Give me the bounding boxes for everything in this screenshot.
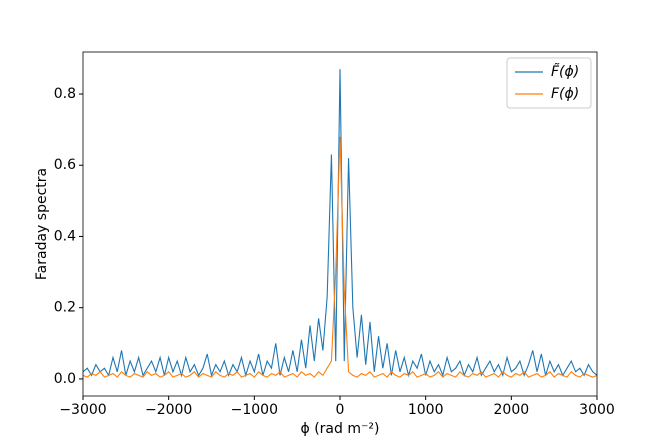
line-series: [82, 136, 598, 378]
y-tick-label: 0.0: [54, 371, 76, 387]
legend-box: [506, 57, 592, 109]
legend-label: F̃(ϕ): [551, 63, 579, 80]
x-tick-label: −1000: [231, 402, 278, 418]
plot-frame: [82, 51, 598, 397]
line-series: [82, 69, 598, 378]
y-tick-label: 0.4: [54, 228, 76, 244]
y-tick-label: 0.6: [54, 157, 76, 173]
legend-label: F(ϕ): [551, 86, 579, 102]
x-axis-label: ϕ (rad m⁻²): [301, 421, 380, 437]
x-tick-label: 1000: [408, 402, 444, 418]
x-tick-label: 0: [336, 402, 345, 418]
x-tick-label: −2000: [145, 402, 192, 418]
x-tick-label: −3000: [59, 402, 106, 418]
x-tick-label: 2000: [494, 402, 530, 418]
y-tick-label: 0.8: [54, 86, 76, 102]
y-axis-label: Faraday spectra: [34, 168, 50, 280]
y-tick-label: 0.2: [54, 300, 76, 316]
x-tick-label: 3000: [579, 402, 615, 418]
